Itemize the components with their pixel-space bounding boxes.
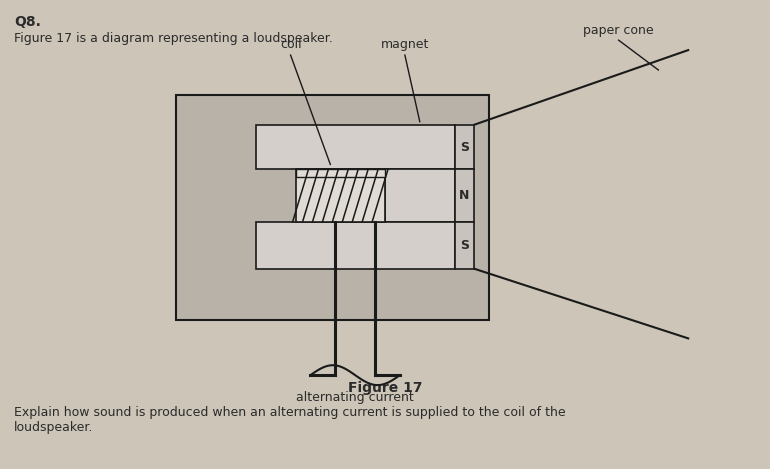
Text: coil: coil (280, 38, 301, 51)
Bar (385, 169, 454, 222)
Bar (454, 169, 474, 222)
Text: paper cone: paper cone (584, 24, 654, 37)
Text: magnet: magnet (380, 38, 429, 51)
Text: Q8.: Q8. (14, 15, 41, 29)
Text: Figure 17: Figure 17 (348, 381, 422, 395)
Bar (296, 169, 385, 177)
Text: alternating current: alternating current (296, 391, 414, 404)
Text: N: N (460, 189, 470, 202)
Bar (256, 125, 454, 169)
Text: S: S (460, 141, 469, 153)
Bar (454, 125, 474, 169)
Bar (296, 169, 385, 222)
Bar (176, 95, 490, 320)
Bar (256, 222, 454, 269)
Text: Figure 17 is a diagram representing a loudspeaker.: Figure 17 is a diagram representing a lo… (14, 32, 333, 45)
Bar (454, 222, 474, 269)
Text: Explain how sound is produced when an alternating current is supplied to the coi: Explain how sound is produced when an al… (14, 406, 566, 434)
Text: S: S (460, 239, 469, 252)
